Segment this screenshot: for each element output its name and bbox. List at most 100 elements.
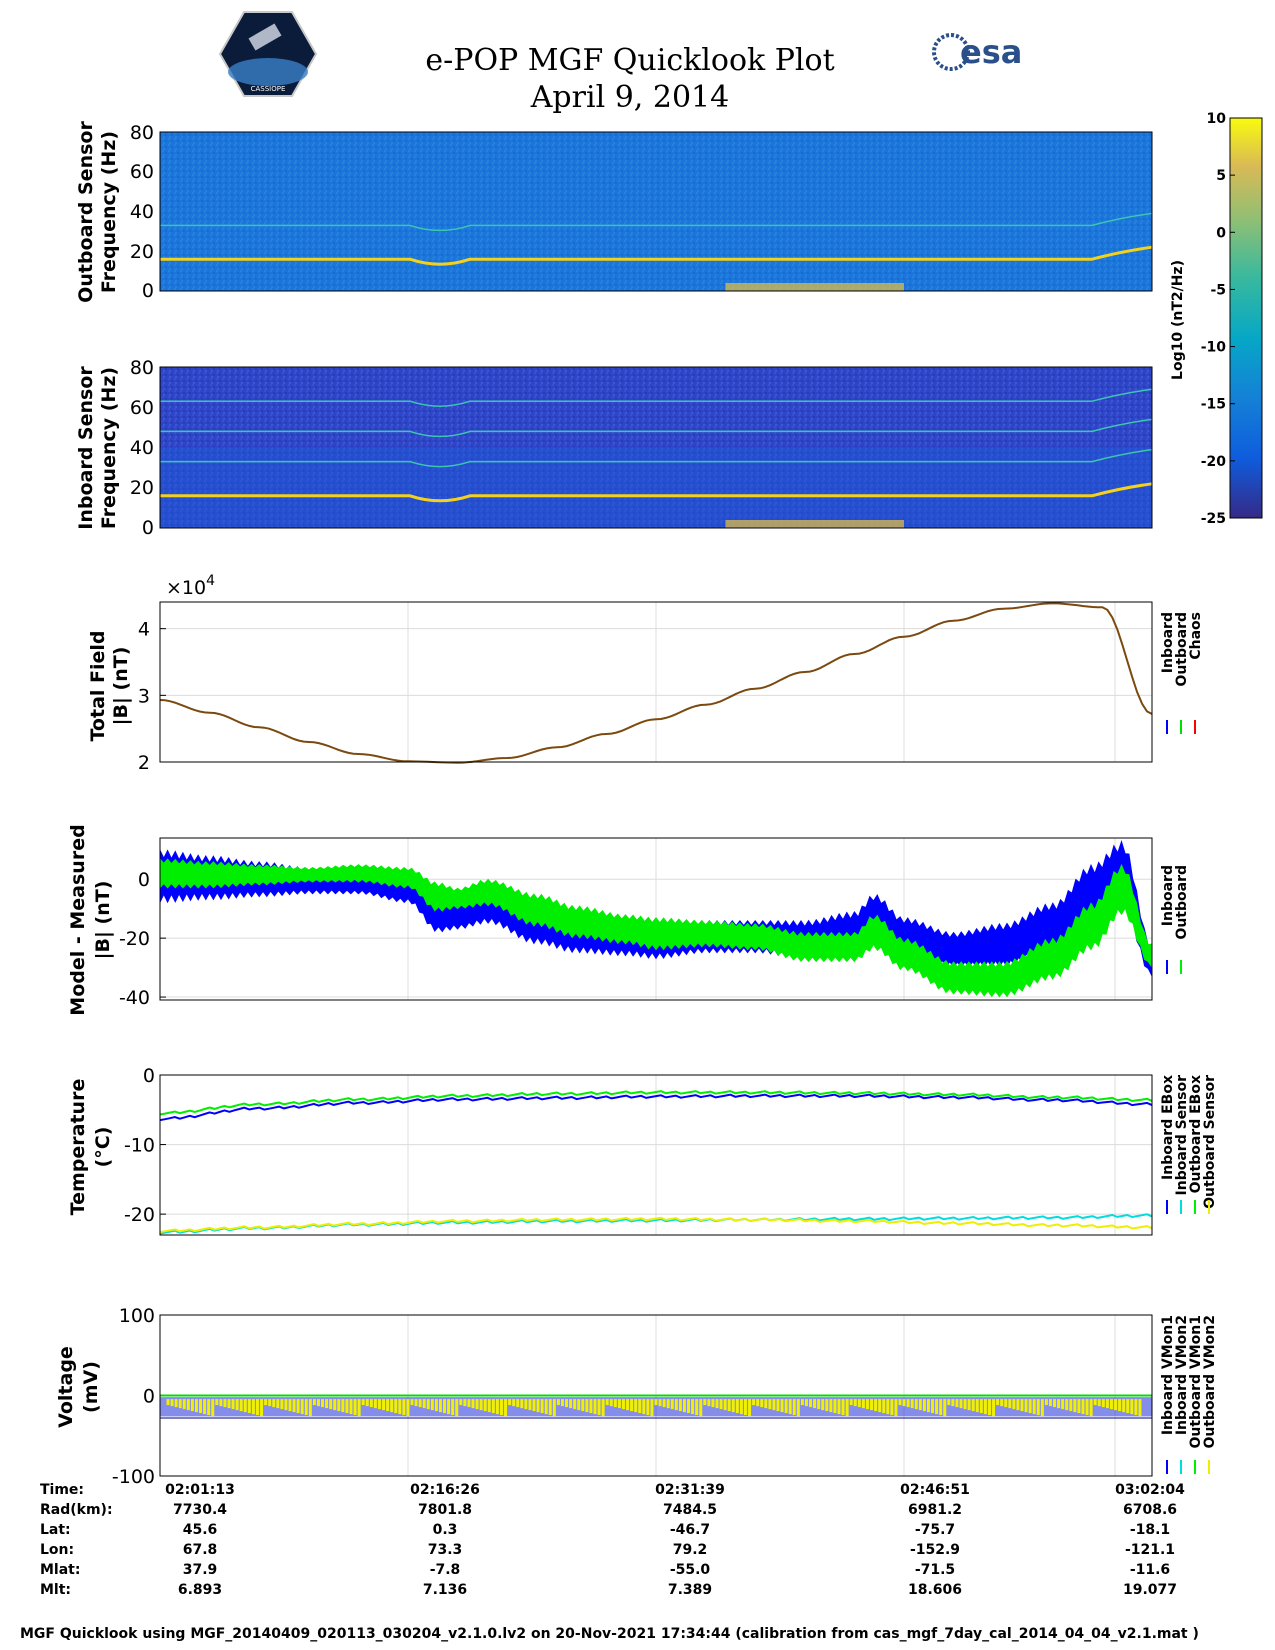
inboard-spectrogram <box>159 366 1153 529</box>
colorbar-label: Log10 (nT2/Hz) <box>1170 260 1186 380</box>
temperature-ylabel-2: (°C) <box>92 1127 114 1168</box>
ytick-label: -20 <box>119 928 150 950</box>
ephemeris-cell: -152.9 <box>910 1542 960 1558</box>
ytick-label: -20 <box>124 1204 155 1226</box>
ephemeris-cell: -11.6 <box>1130 1562 1170 1578</box>
ephemeris-cell: -121.1 <box>1125 1542 1175 1558</box>
ephemeris-row-label: Mlt: <box>40 1582 71 1598</box>
ephemeris-cell: 18.606 <box>908 1582 962 1598</box>
ephemeris-cell: -75.7 <box>915 1522 955 1538</box>
ephemeris-cell: 02:01:13 <box>165 1482 235 1498</box>
colorbar-tick-label: -20 <box>1201 454 1227 470</box>
diff-ylabel-2: |B| (nT) <box>92 881 114 960</box>
ephemeris-cell: 7801.8 <box>418 1502 472 1518</box>
ephemeris-cell: 02:31:39 <box>655 1482 725 1498</box>
temperature-series-line <box>159 1093 1153 1122</box>
total-field-ylabel-2: |B| (nT) <box>110 647 132 726</box>
footer-text: MGF Quicklook using MGF_20140409_020113_… <box>20 1626 1199 1642</box>
low-frequency-burst <box>725 283 904 291</box>
plot-frame <box>159 1074 1153 1236</box>
ytick-label: 2 <box>138 752 150 774</box>
plot-date: April 9, 2014 <box>530 80 729 115</box>
spec1-ytick: 20 <box>130 241 154 263</box>
ephemeris-cell: -71.5 <box>915 1562 955 1578</box>
colorbar-tick-label: -10 <box>1201 340 1227 356</box>
total-field-ylabel-1: Total Field <box>87 630 109 741</box>
colorbar <box>1229 117 1263 519</box>
colorbar-tick-label: 0 <box>1216 225 1226 241</box>
outboard-spectrogram <box>159 131 1153 292</box>
ytick-label: 100 <box>119 1305 155 1327</box>
legend-label: Outboard Sensor <box>1202 1075 1218 1209</box>
ephemeris-cell: 45.6 <box>183 1522 218 1538</box>
ytick-label: 0 <box>138 869 150 891</box>
esa-logo: esa <box>932 33 1022 71</box>
temperature-series-line <box>159 1216 1153 1234</box>
plot-frame <box>159 601 1153 763</box>
ephemeris-cell: 67.8 <box>183 1542 218 1558</box>
ephemeris-cell: -46.7 <box>670 1522 710 1538</box>
ephemeris-cell: 19.077 <box>1123 1582 1177 1598</box>
spectral-line <box>160 388 1153 407</box>
spec2-ytick: 40 <box>130 437 154 459</box>
legend-label: Inboard <box>1160 865 1176 926</box>
cassiope-logo-text: CASSIOPE <box>251 85 286 93</box>
spec2-ytick: 0 <box>142 517 154 539</box>
ephemeris-cell: 37.9 <box>183 1562 218 1578</box>
ephemeris-cell: 7730.4 <box>173 1502 227 1518</box>
ytick-label: 0 <box>143 1386 155 1408</box>
ephemeris-cell: -55.0 <box>670 1562 711 1578</box>
voltage-ylabel-2: (mV) <box>80 1361 102 1413</box>
spectral-line <box>160 448 1153 468</box>
ephemeris-row-label: Lon: <box>40 1542 74 1558</box>
ephemeris-cell: 6981.2 <box>908 1502 962 1518</box>
ytick-label: -100 <box>112 1466 155 1488</box>
ephemeris-table: Time: 02:01:13 02:16:26 02:31:39 02:46:51 03:… <box>40 1482 1185 1598</box>
spec2-ytick: 20 <box>130 477 154 499</box>
ephemeris-cell: 03:02:04 <box>1115 1482 1185 1498</box>
spec1-ylabel-1: Outboard Sensor <box>75 121 97 303</box>
ephemeris-row-label: Time: <box>40 1482 84 1498</box>
colorbar-tick-label: -25 <box>1201 511 1226 527</box>
spec2-ylabel-1: Inboard Sensor <box>75 366 97 530</box>
diff-ylabel-1: Model - Measured <box>67 824 89 1015</box>
spec1-ytick: 40 <box>130 201 154 223</box>
ytick-label: -10 <box>124 1135 155 1157</box>
ephemeris-cell: 73.3 <box>428 1542 463 1558</box>
ephemeris-cell: 6.893 <box>178 1582 222 1598</box>
ytick-label: -40 <box>119 987 150 1009</box>
ephemeris-cell: 02:16:26 <box>410 1482 480 1498</box>
ephemeris-cell: -18.1 <box>1130 1522 1170 1538</box>
ephemeris-cell: 6708.6 <box>1123 1502 1177 1518</box>
colorbar-tick-label: -15 <box>1201 397 1226 413</box>
spectral-line <box>160 212 1153 232</box>
spec2-ytick: 60 <box>130 397 154 419</box>
legend-label: Outboard <box>1174 865 1190 940</box>
esa-logo-text: esa <box>960 33 1022 71</box>
ephemeris-cell: 7484.5 <box>663 1502 717 1518</box>
spec2-ytick: 80 <box>130 357 154 379</box>
spectral-line <box>160 245 1153 266</box>
spec1-ylabel-2: Frequency (Hz) <box>98 131 120 293</box>
legend-label: Inboard VMon1 <box>1160 1315 1176 1435</box>
plot-frame <box>159 837 1153 1001</box>
legend-label: Outboard <box>1174 612 1190 687</box>
spec2-ylabel-2: Frequency (Hz) <box>98 367 120 529</box>
plot-frame <box>159 1314 1153 1477</box>
colorbar-tick-label: 10 <box>1207 111 1227 127</box>
legend-label: Outboard VMon1 <box>1188 1315 1204 1449</box>
total-field-multiplier: ×104 <box>166 573 215 599</box>
ephemeris-row-label: Rad(km): <box>40 1502 113 1518</box>
ephemeris-cell: 0.3 <box>433 1522 458 1538</box>
spec1-ytick: 80 <box>130 122 154 144</box>
cassiope-logo: CASSIOPE <box>218 11 318 97</box>
spec1-ytick: 0 <box>142 280 154 302</box>
ephemeris-row-label: Mlat: <box>40 1562 80 1578</box>
ephemeris-cell: 7.136 <box>423 1582 467 1598</box>
low-frequency-burst <box>725 520 904 528</box>
total-field-series-line <box>159 602 1153 764</box>
